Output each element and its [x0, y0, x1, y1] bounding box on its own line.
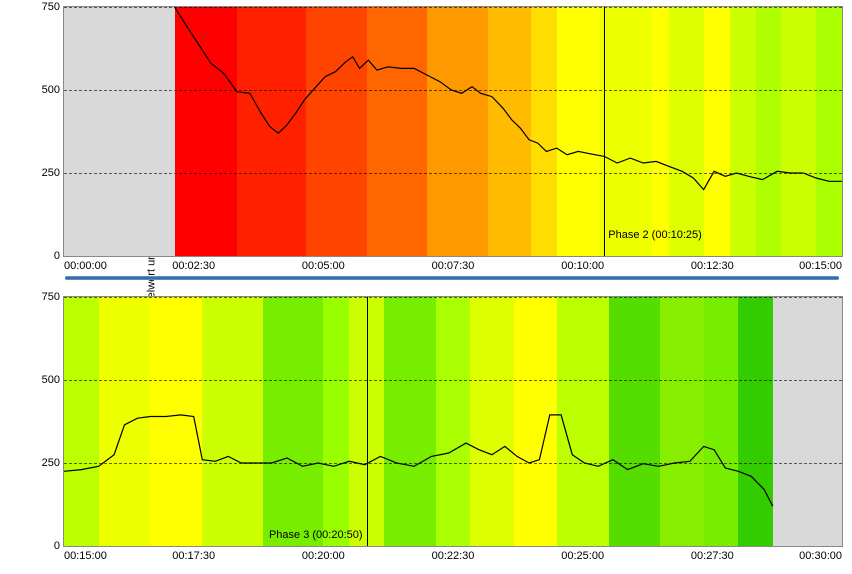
color-band [64, 297, 99, 546]
gridline [64, 7, 842, 8]
color-band [237, 7, 306, 256]
y-tick-label: 500 [42, 374, 60, 386]
color-band [384, 297, 436, 546]
x-tick-label: 00:25:00 [561, 550, 604, 562]
color-band [470, 297, 513, 546]
x-tick-label: 00:05:00 [302, 260, 345, 272]
color-band [756, 7, 782, 256]
phase-marker-label: Phase 2 (00:10:25) [608, 229, 702, 241]
color-band [609, 297, 661, 546]
y-tick-label: 250 [42, 457, 60, 469]
color-band [202, 297, 263, 546]
chart-plot-area: Phase 3 (00:20:50) [64, 297, 842, 546]
x-tick-label: 00:20:00 [302, 550, 345, 562]
color-band [427, 7, 488, 256]
color-band [99, 297, 151, 546]
y-tick-label: 750 [42, 291, 60, 303]
x-tick-label: 00:07:30 [432, 260, 475, 272]
color-band [263, 297, 324, 546]
color-band [514, 297, 557, 546]
phase-marker-label: Phase 3 (00:20:50) [269, 529, 363, 541]
y-tick-label: 250 [42, 167, 60, 179]
panel-divider[interactable] [65, 276, 839, 280]
color-band [652, 7, 669, 256]
gridline [64, 173, 842, 174]
color-band [436, 297, 471, 546]
color-band [557, 7, 600, 256]
x-tick-label: 00:00:00 [64, 260, 107, 272]
x-tick-label: 00:02:30 [172, 260, 215, 272]
x-tick-label: 00:30:00 [799, 550, 842, 562]
color-band [660, 297, 703, 546]
x-tick-label: 00:27:30 [691, 550, 734, 562]
chart-container: Stressindex (Eingefärbt: Mittelwert und … [0, 0, 852, 574]
x-tick-label: 00:15:00 [64, 550, 107, 562]
color-band [773, 297, 842, 546]
y-tick-label: 0 [54, 250, 60, 262]
stress-chart-top: Phase 2 (00:10:25) 025050075000:00:0000:… [63, 6, 843, 257]
phase-marker-line [604, 7, 605, 256]
color-band [323, 297, 349, 546]
color-band [175, 7, 237, 256]
color-band [600, 7, 652, 256]
gridline [64, 463, 842, 464]
color-band [704, 7, 730, 256]
chart-plot-area: Phase 2 (00:10:25) [64, 7, 842, 256]
color-band [669, 7, 704, 256]
y-tick-label: 0 [54, 540, 60, 552]
color-band [730, 7, 756, 256]
y-tick-label: 750 [42, 1, 60, 13]
gridline [64, 380, 842, 381]
color-band [306, 7, 367, 256]
x-tick-label: 00:15:00 [799, 260, 842, 272]
color-band [531, 7, 557, 256]
color-band [704, 297, 739, 546]
x-tick-label: 00:12:30 [691, 260, 734, 272]
color-band [781, 7, 816, 256]
color-band [488, 7, 531, 256]
color-band [738, 297, 773, 546]
gridline [64, 297, 842, 298]
x-tick-label: 00:22:30 [432, 550, 475, 562]
color-band [816, 7, 842, 256]
color-band [150, 297, 202, 546]
phase-marker-line [367, 297, 368, 546]
color-band [557, 297, 609, 546]
color-band [64, 7, 175, 256]
color-band [367, 7, 428, 256]
y-tick-label: 500 [42, 84, 60, 96]
x-tick-label: 00:17:30 [172, 550, 215, 562]
stress-chart-bottom: Phase 3 (00:20:50) 025050075000:15:0000:… [63, 296, 843, 547]
x-tick-label: 00:10:00 [561, 260, 604, 272]
gridline [64, 90, 842, 91]
